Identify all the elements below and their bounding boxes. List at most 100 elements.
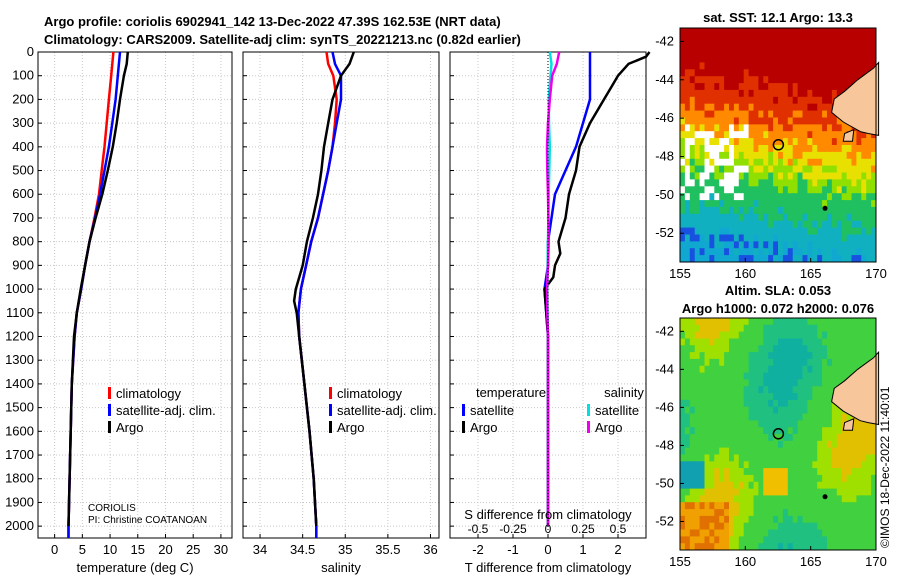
map-cell: [851, 186, 857, 194]
map-cell: [733, 62, 740, 70]
map-cell: [846, 529, 852, 537]
map-cell: [797, 234, 803, 242]
map-cell: [778, 318, 784, 326]
map-cell: [704, 41, 710, 50]
map-cell: [748, 481, 754, 490]
map-cell: [831, 28, 838, 36]
map-cell: [699, 386, 705, 394]
map-cell: [733, 193, 740, 201]
map-cell: [866, 454, 872, 462]
map-cell: [827, 124, 833, 132]
map-cell: [763, 488, 769, 496]
map-cell: [719, 352, 725, 360]
salinity-x-axis-label: salinity: [321, 560, 361, 575]
map-cell: [748, 352, 754, 360]
map-cell: [797, 365, 803, 374]
map-cell: [758, 103, 764, 112]
map-cell: [802, 379, 808, 387]
map-cell: [822, 454, 828, 462]
map-cell: [817, 372, 823, 380]
map-cell: [827, 468, 833, 476]
map-cell: [743, 502, 750, 510]
map-cell: [684, 213, 691, 222]
map-cell: [782, 151, 789, 160]
map-cell: [753, 495, 759, 503]
map-cell: [861, 515, 867, 524]
map-cell: [758, 41, 764, 50]
map-cell: [841, 206, 848, 215]
map-cell: [871, 179, 877, 187]
map-cell: [738, 193, 745, 201]
map-cell: [714, 529, 720, 537]
map-cell: [763, 89, 769, 98]
map-cell: [787, 165, 794, 173]
map-cell: [802, 338, 808, 346]
map-cell: [763, 117, 769, 125]
temp-legend-0-label: climatology: [116, 386, 182, 401]
map-cell: [787, 509, 794, 517]
map-cell: [792, 338, 799, 346]
map-cell: [689, 69, 696, 77]
map-cell: [763, 62, 769, 70]
map-cell: [778, 468, 784, 476]
map-cell: [861, 468, 867, 476]
map-cell: [709, 379, 715, 387]
map-cell: [753, 193, 759, 201]
map-cell: [704, 522, 710, 530]
map-cell: [856, 345, 862, 353]
map-cell: [714, 28, 720, 36]
map-cell: [812, 509, 818, 517]
map-cell: [738, 124, 745, 132]
map-cell: [753, 318, 759, 326]
map-cell: [743, 454, 750, 462]
map-cell: [773, 103, 779, 112]
map-cell: [733, 186, 740, 194]
map-cell: [773, 138, 779, 146]
map-cell: [753, 255, 759, 263]
map-cell: [841, 241, 848, 249]
map-cell: [778, 338, 784, 346]
map-cell: [787, 365, 794, 374]
map-cell: [866, 434, 872, 442]
map-cell: [689, 151, 696, 160]
series-line-satellite-adj--clim-: [67, 51, 122, 538]
y-tick-label: 0: [27, 44, 34, 59]
argo-location-marker: [772, 428, 785, 440]
map-cell: [704, 454, 710, 462]
temperature-axes-frame: [37, 51, 233, 539]
map-cell: [743, 427, 750, 435]
map-cell: [787, 124, 794, 132]
map-cell: [797, 145, 803, 153]
map-cell: [689, 124, 696, 132]
map-cell: [733, 110, 740, 118]
map-cell: [807, 55, 813, 63]
map-cell: [782, 220, 789, 229]
map-cell: [831, 234, 838, 242]
map-cell: [836, 213, 843, 222]
map-cell: [851, 193, 857, 201]
map-cell: [782, 434, 789, 442]
map-cell: [827, 509, 833, 517]
map-cell: [694, 248, 701, 256]
map-cell: [694, 96, 701, 105]
map-cell: [709, 543, 715, 551]
map-y-tick-label: -42: [655, 323, 674, 338]
map-cell: [822, 241, 828, 249]
map-cell: [768, 324, 774, 333]
map-cell: [822, 420, 828, 428]
map-cell: [792, 461, 799, 469]
map-cell: [709, 488, 715, 496]
map-cell: [724, 372, 730, 380]
map-cell: [787, 543, 794, 551]
map-cell: [866, 515, 872, 524]
map-cell: [812, 248, 818, 256]
map-cell: [748, 117, 754, 125]
map-cell: [729, 55, 735, 63]
map-cell: [787, 358, 794, 367]
map-cell: [763, 399, 769, 408]
map-cell: [827, 447, 833, 455]
map-cell: [724, 318, 730, 326]
land-auckland-islands: [822, 494, 828, 500]
map-cell: [807, 227, 813, 235]
map-cell: [724, 96, 730, 105]
